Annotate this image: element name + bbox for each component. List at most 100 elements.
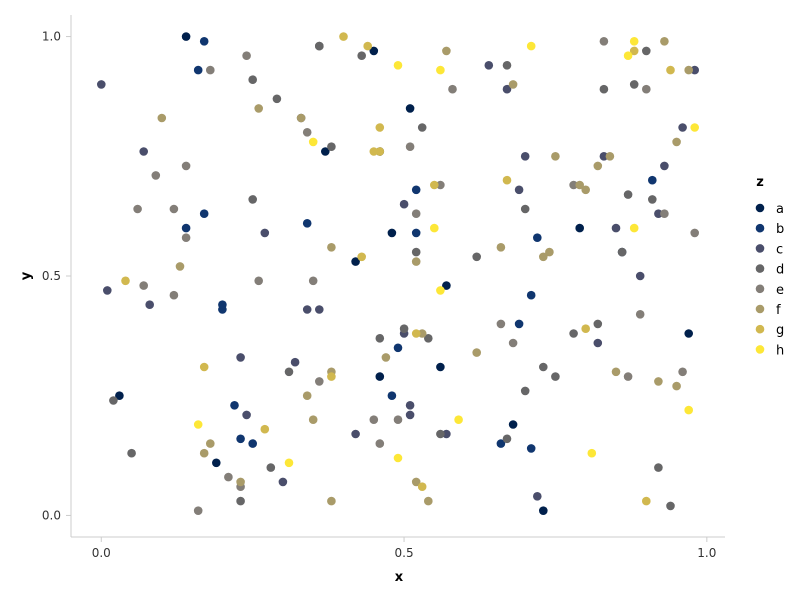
point-c [351,429,360,439]
point-d [248,195,257,204]
point-a [684,329,693,338]
y-tick-label: 1.0 [42,30,61,44]
point-e [224,472,233,482]
point-e [181,233,191,242]
point-b [248,439,257,448]
point-d [654,463,663,472]
point-e [169,290,179,300]
point-h [436,65,445,75]
point-a [321,147,330,156]
point-c [690,65,699,75]
point-c [405,401,415,410]
y-axis-title: y [19,271,34,280]
point-d [315,41,324,51]
point-e [660,209,669,218]
point-g [327,372,336,381]
point-b [302,219,312,228]
point-e [302,128,312,137]
point-d [236,496,245,506]
point-g [581,324,590,334]
point-g [363,41,373,51]
point-f [175,262,185,271]
legend-marker-h [755,345,765,354]
point-f [442,46,451,56]
point-e [508,338,518,348]
point-g [417,482,427,492]
point-e [254,276,263,286]
point-c [678,123,687,132]
point-h [684,405,693,415]
point-b [218,300,227,310]
legend-marker-d [755,264,765,273]
point-d [399,324,409,334]
point-f [581,185,590,195]
point-b [387,391,397,401]
point-g [199,362,209,372]
point-f [551,152,560,161]
point-a [351,257,360,266]
legend-marker-e [755,284,765,294]
point-d [327,142,336,151]
x-ticks: 0.0 0.5 1.0 [92,537,716,560]
point-c [514,185,524,195]
point-f [296,113,306,123]
point-e [139,281,148,290]
point-f [472,348,482,357]
point-d [642,46,651,56]
point-c [660,161,669,171]
point-b [193,65,203,75]
point-c [593,338,603,348]
point-e [133,204,142,214]
point-c [635,271,645,281]
point-a [436,362,445,372]
point-b [533,233,542,242]
point-e [623,372,633,381]
point-f [654,377,663,386]
y-tick-label: 0.0 [42,508,61,522]
point-h [436,286,445,295]
point-f [672,137,681,147]
point-d [502,434,512,444]
point-c [442,429,451,439]
point-d [629,80,639,89]
point-f [660,37,669,46]
legend-label-h: h [776,343,784,358]
point-d [551,372,560,381]
point-b [648,175,657,185]
point-b [411,185,421,195]
point-d [284,367,294,377]
point-d [617,247,627,257]
point-d [436,429,445,439]
point-d [539,362,548,372]
legend-title: z [756,175,764,190]
point-d [357,51,367,60]
point-c [654,209,663,218]
point-c [242,410,251,420]
legend-label-f: f [776,303,781,318]
point-e [206,65,215,75]
legend-marker-a [755,203,765,213]
point-d [411,247,421,257]
point-h [629,37,639,46]
point-d [417,123,427,132]
point-a [369,46,379,56]
point-d [520,386,530,396]
point-f [424,496,433,506]
point-g [430,180,439,190]
point-d [593,319,603,329]
point-e [642,84,651,94]
point-d [109,396,118,405]
point-d [248,75,257,84]
point-f [327,243,336,252]
point-c [533,492,542,501]
point-f [545,247,554,257]
point-b [393,343,403,353]
point-h [623,51,633,60]
point-f [308,415,318,425]
point-d [648,195,657,204]
point-d [623,190,633,199]
legend-marker-f [755,304,765,314]
point-d [666,501,675,511]
point-e [369,415,379,425]
